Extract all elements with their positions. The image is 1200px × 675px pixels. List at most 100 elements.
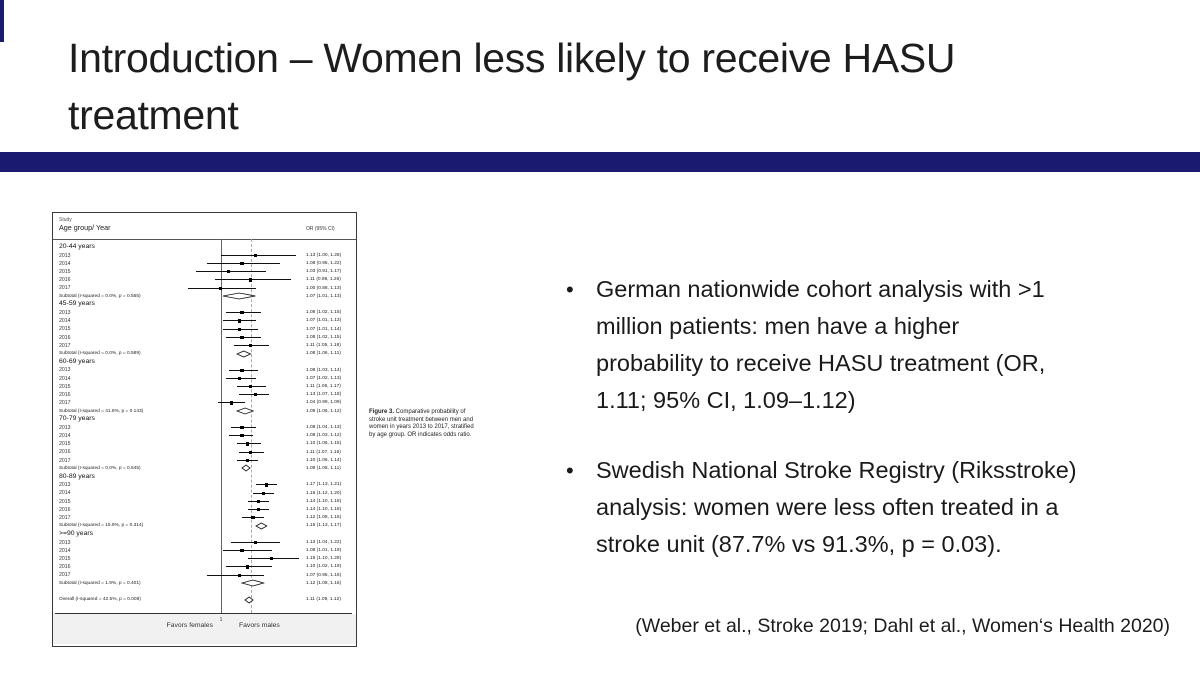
forest-study-row: 2017 1.07 (0.95, 1.16)	[53, 571, 356, 579]
forest-subtotal-row: Subtotal (I-squared = 41.8%, p = 0.143) 1…	[53, 407, 356, 415]
or-value: 1.11 (1.06, 1.17)	[306, 383, 341, 389]
subtotal-diamond	[241, 464, 251, 472]
forest-plot-figure: Study Age group/ Year OR (95% CI) 20-44 …	[52, 212, 357, 647]
row-label: 2016	[59, 564, 71, 571]
forest-study-row: 2014 1.07 (1.01, 1.13)	[53, 317, 356, 325]
row-label: 2017	[59, 572, 71, 579]
forest-subtotal-row: Subtotal (I-squared = 0.0%, p = 0.555) 1.…	[53, 292, 356, 300]
bullet-list: • German nationwide cohort analysis with…	[566, 271, 1176, 563]
point-estimate-marker	[248, 278, 252, 282]
point-estimate-marker	[256, 499, 260, 504]
point-estimate-marker	[248, 450, 252, 454]
or-value: 1.19 (1.10, 1.29)	[306, 556, 342, 562]
subtotal-diamond	[240, 579, 266, 587]
or-value: 1.17 (1.13, 1.21)	[306, 482, 342, 488]
forest-group-row: 20-44 years	[53, 243, 356, 251]
point-estimate-marker	[240, 548, 244, 553]
forest-x-axis	[55, 613, 352, 614]
row-label: Subtotal (I-squared = 1.9%, p = 0.401)	[59, 580, 141, 586]
row-label: 2015	[59, 383, 71, 390]
forest-study-row: 2014 1.08 (1.01, 1.19)	[53, 546, 356, 554]
row-label: 2015	[59, 498, 71, 505]
point-estimate-marker	[245, 442, 250, 446]
or-value: 1.00 (0.88, 1.13)	[306, 285, 342, 291]
forest-header-study: Study	[59, 217, 72, 223]
favors-females-label: Favors females	[166, 622, 213, 629]
row-label: 60-69 years	[59, 357, 95, 365]
point-estimate-marker	[237, 573, 242, 577]
forest-study-row: 2014 1.07 (1.02, 1.13)	[53, 374, 356, 382]
row-label: 2017	[59, 342, 71, 349]
row-label: Subtotal (I-squared = 0.0%, p = 0.589)	[59, 351, 141, 357]
forest-study-row: 2015 1.10 (1.06, 1.15)	[53, 440, 356, 448]
or-value: 1.11 (1.05, 1.18)	[306, 342, 341, 348]
forest-study-row: 2014 1.08 (0.95, 1.22)	[53, 259, 356, 267]
point-estimate-marker	[248, 384, 252, 389]
point-estimate-marker	[245, 565, 250, 569]
row-label: 2015	[59, 268, 71, 275]
forest-header-rule	[53, 239, 356, 240]
point-estimate-marker	[251, 516, 255, 520]
forest-group-row: 70-79 years	[53, 415, 356, 423]
overall-diamond	[244, 596, 254, 604]
or-value: 1.03 (0.91, 1.17)	[306, 269, 342, 275]
point-estimate-marker	[253, 393, 258, 397]
forest-study-row: 2016 1.08 (1.02, 1.15)	[53, 333, 356, 341]
or-value: 1.09 (1.06, 1.12)	[306, 408, 342, 414]
or-value: 1.15 (1.13, 1.17)	[306, 523, 342, 529]
point-estimate-marker	[248, 343, 252, 348]
favors-males-label: Favors males	[239, 622, 280, 629]
or-value: 1.08 (0.95, 1.22)	[306, 260, 342, 266]
or-value: 1.07 (0.95, 1.16)	[306, 572, 342, 578]
forest-reference-line	[220, 239, 222, 613]
or-value: 1.07 (1.02, 1.13)	[306, 375, 342, 381]
forest-study-row: 2013 1.08 (1.03, 1.14)	[53, 366, 356, 374]
point-estimate-marker	[270, 557, 274, 561]
row-label: 2014	[59, 260, 71, 267]
forest-study-row: 2016 1.14 (1.10, 1.18)	[53, 505, 356, 513]
or-value: 1.13 (1.07, 1.18)	[306, 392, 342, 398]
or-value: 1.14 (1.10, 1.18)	[306, 498, 342, 504]
ci-line	[223, 549, 272, 552]
forest-overall-dashed-line	[250, 239, 252, 613]
point-estimate-marker	[226, 270, 231, 274]
forest-study-row: 2013 1.08 (1.02, 1.15)	[53, 309, 356, 317]
bullet-marker: •	[566, 458, 574, 483]
or-value: 1.13 (1.00, 1.28)	[306, 252, 342, 258]
or-value: 1.08 (1.02, 1.15)	[306, 334, 342, 340]
citation: (Weber et al., Stroke 2019; Dahl et al.,…	[635, 615, 1170, 637]
point-estimate-marker	[253, 253, 258, 258]
ci-line	[220, 254, 297, 256]
point-estimate-marker	[240, 335, 244, 340]
point-estimate-marker	[245, 458, 250, 463]
row-label: 2014	[59, 547, 71, 554]
subtotal-diamond	[223, 292, 256, 300]
forest-header-agegroup-year: Age group/ Year	[59, 223, 111, 232]
bullet-text-2: Swedish National Stroke Registry (Riksst…	[596, 452, 1077, 563]
row-label: 2015	[59, 326, 71, 333]
forest-group-row: 60-69 years	[53, 358, 356, 366]
or-value: 1.08 (1.03, 1.12)	[306, 433, 342, 439]
forest-study-row: 2016 1.11 (0.98, 1.26)	[53, 276, 356, 284]
left-edge-accent	[0, 0, 4, 42]
row-label: 2017	[59, 285, 71, 292]
subtotal-diamond	[254, 522, 268, 530]
row-label: Overall (I-squared = 42.5%, p = 0.008)	[59, 597, 141, 603]
forest-study-row: 2015 1.19 (1.10, 1.29)	[53, 555, 356, 563]
point-estimate-marker	[237, 327, 242, 331]
forest-study-row: 2016 1.13 (1.07, 1.18)	[53, 391, 356, 399]
point-estimate-marker	[240, 261, 244, 266]
or-value: 1.12 (1.08, 1.16)	[306, 515, 342, 521]
or-value: 1.10 (1.02, 1.19)	[306, 564, 342, 570]
bullet-marker: •	[566, 277, 574, 302]
forest-group-row: >=90 years	[53, 530, 356, 538]
row-label: Subtotal (I-squared = 15.9%, p = 0.314)	[59, 523, 144, 529]
forest-study-row: 2013 1.13 (1.04, 1.22)	[53, 538, 356, 546]
forest-study-row: 2017 1.04 (0.99, 1.09)	[53, 399, 356, 407]
row-label: 2013	[59, 252, 71, 259]
forest-study-row: 2015 1.11 (1.06, 1.17)	[53, 382, 356, 390]
or-value: 1.07 (1.01, 1.13)	[306, 293, 342, 299]
point-estimate-marker	[240, 311, 244, 315]
row-label: 2014	[59, 318, 71, 325]
row-label: 2013	[59, 367, 71, 374]
